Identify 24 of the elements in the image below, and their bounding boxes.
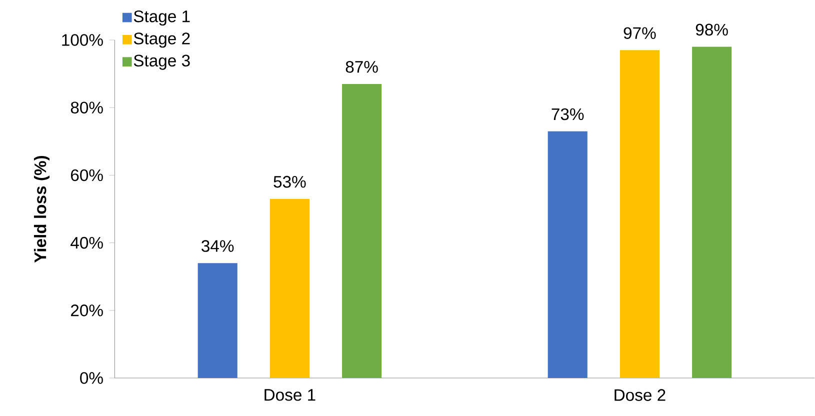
data-label: 87%: [346, 60, 378, 73]
data-label: 73%: [552, 108, 584, 120]
bar: [548, 131, 588, 378]
y-axis-title: Yield loss (%): [34, 156, 50, 263]
legend-label: Stage 1: [134, 10, 190, 26]
y-tick-label: 40%: [70, 236, 103, 249]
x-tick-label: Dose 2: [614, 389, 666, 401]
bar: [620, 50, 660, 378]
legend-label: Stage 3: [134, 54, 190, 70]
bar: [692, 46, 732, 378]
y-tick-label: 100%: [62, 34, 103, 46]
y-tick-label: 80%: [70, 102, 103, 114]
y-tick-label: 0%: [80, 372, 103, 384]
data-label: 34%: [202, 240, 234, 252]
y-tick-label: 60%: [71, 169, 103, 182]
data-label: 97%: [624, 27, 656, 39]
x-tick-label: Dose 1: [264, 389, 316, 401]
bar: [198, 263, 238, 378]
bar: [342, 84, 382, 378]
y-tick-label: 20%: [71, 304, 103, 316]
bar: [270, 198, 310, 378]
legend-label: Stage 2: [134, 32, 190, 48]
data-label: 98%: [696, 24, 728, 36]
data-label: 53%: [274, 176, 306, 188]
